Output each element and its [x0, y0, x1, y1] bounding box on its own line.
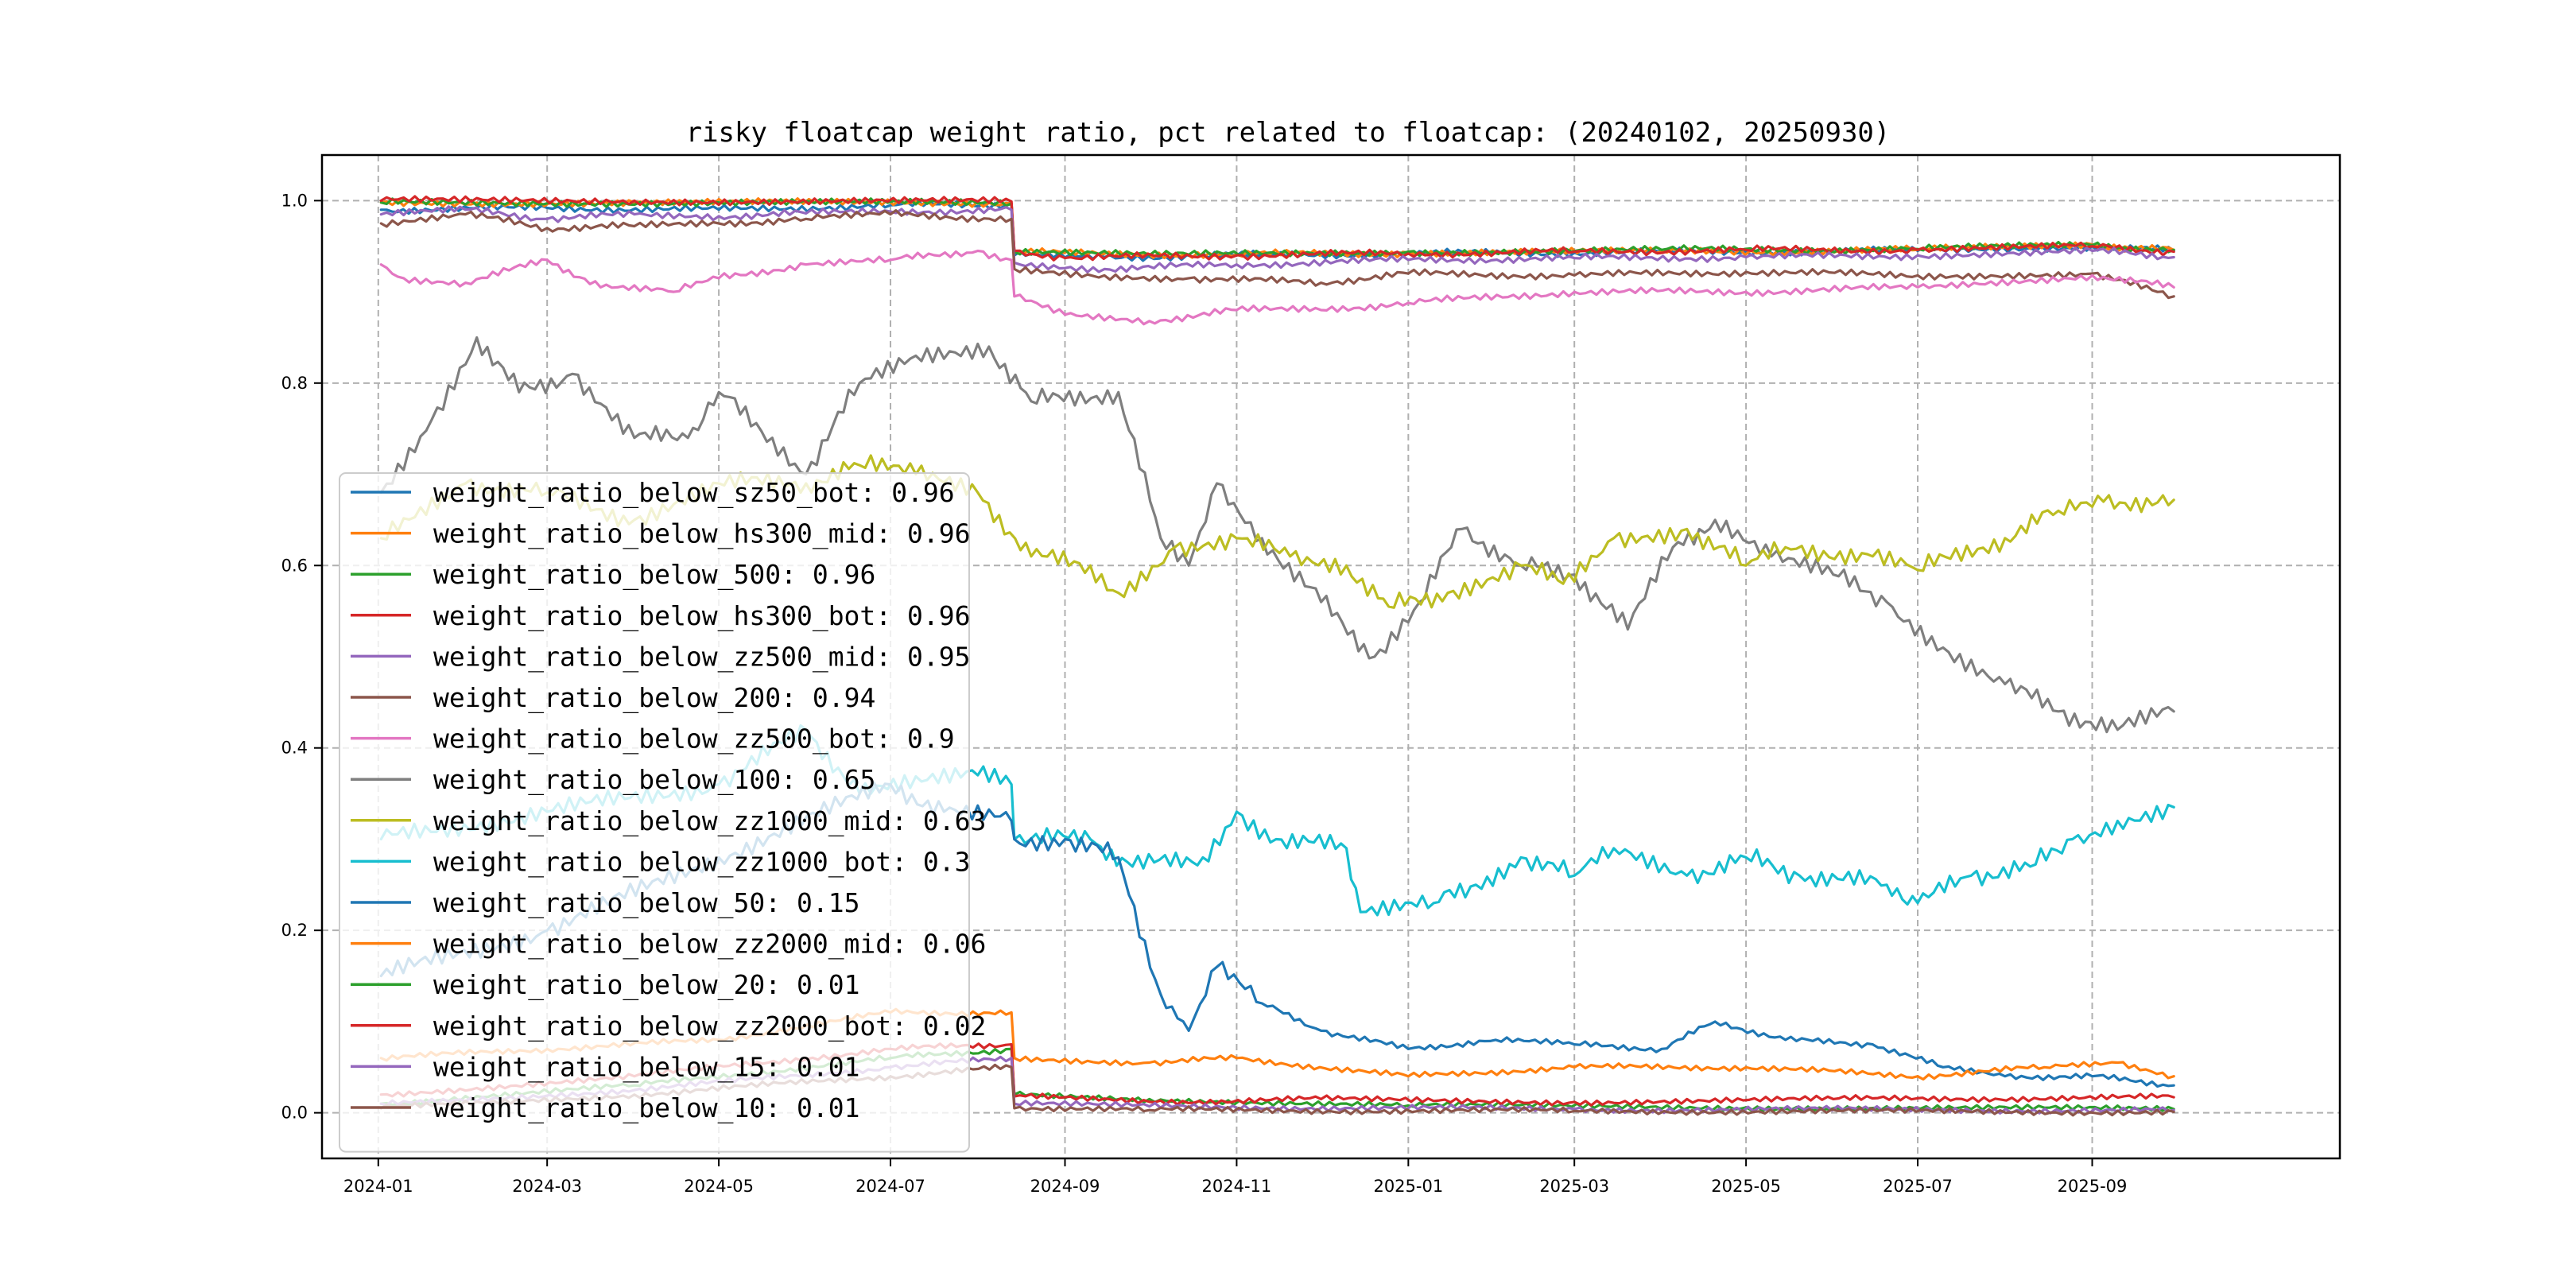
series-line-weight-ratio-below-zz500-mid [379, 205, 2175, 274]
plot-frame [320, 153, 2341, 1160]
legend-entry: weight_ratio_below_500: 0.96 [433, 559, 875, 591]
legend-entry-value: 0.63 [923, 805, 986, 836]
x-tick-label: 2024-03 [512, 1177, 582, 1196]
series-line-weight-ratio-below-500 [379, 197, 2175, 258]
y-tick-label: 0.0 [281, 1104, 308, 1123]
legend: weight_ratio_below_sz50_bot: 0.96weight_… [339, 472, 986, 1153]
series-line-weight-ratio-below-zz500-bot [379, 249, 2175, 326]
legend-entry-value: 0.96 [813, 559, 875, 590]
x-tick-label: 2025-03 [1539, 1177, 1609, 1196]
legend-entry-name: weight_ratio_below_hs300_bot [433, 600, 875, 632]
legend-entry: weight_ratio_below_50: 0.15 [433, 887, 859, 919]
legend-entry-value: 0.15 [797, 887, 859, 918]
legend-entry-name: weight_ratio_below_20 [433, 969, 765, 1001]
legend-entry-name: weight_ratio_below_zz1000_bot [433, 846, 891, 878]
legend-entry-name: weight_ratio_below_50 [433, 887, 765, 919]
legend-entry: weight_ratio_below_sz50_bot: 0.96 [433, 477, 955, 509]
legend-entry: weight_ratio_below_100: 0.65 [433, 764, 875, 796]
series-line-weight-ratio-below-100 [379, 336, 2175, 734]
chart-title: risky floatcap weight ratio, pct related… [686, 117, 1891, 149]
y-tick-label: 0.2 [281, 921, 308, 940]
x-tick-label: 2024-09 [1030, 1177, 1100, 1196]
y-tick-label: 0.6 [281, 556, 308, 575]
x-tick-label: 2024-01 [343, 1177, 413, 1196]
legend-entry: weight_ratio_below_zz1000_bot: 0.3 [433, 846, 971, 878]
series-line-weight-ratio-below-200 [379, 209, 2175, 300]
x-tick-label: 2025-09 [2058, 1177, 2128, 1196]
legend-entry-name: weight_ratio_below_hs300_mid [433, 518, 875, 550]
legend-box [339, 472, 970, 1153]
y-axis: 0.0 0.2 0.4 0.6 0.8 1.0 [281, 191, 322, 1123]
legend-entry: weight_ratio_below_10: 0.01 [433, 1092, 859, 1124]
y-tick-label: 0.4 [281, 739, 308, 758]
legend-entry-value: 0.96 [907, 518, 970, 549]
x-tick-label: 2025-07 [1883, 1177, 1953, 1196]
legend-entry-name: weight_ratio_below_zz1000_mid [433, 805, 891, 837]
legend-entry-name: weight_ratio_below_500 [433, 559, 781, 591]
legend-entry-value: 0.96 [891, 477, 954, 508]
legend-entry: weight_ratio_below_20: 0.01 [433, 969, 859, 1001]
legend-entry-name: weight_ratio_below_10 [433, 1092, 765, 1124]
legend-entry: weight_ratio_below_hs300_mid: 0.96 [433, 518, 971, 550]
legend-entry-value: 0.65 [813, 764, 875, 795]
y-tick-label: 0.8 [281, 374, 308, 393]
legend-entry-value: 0.3 [923, 846, 971, 877]
legend-entry-name: weight_ratio_below_100 [433, 764, 781, 796]
legend-entry-value: 0.01 [797, 969, 859, 1000]
x-tick-label: 2025-05 [1711, 1177, 1781, 1196]
x-tick-label: 2024-07 [855, 1177, 925, 1196]
legend-entry-name: weight_ratio_below_zz2000_mid [433, 929, 891, 960]
legend-entry: weight_ratio_below_200: 0.94 [433, 682, 875, 714]
legend-entry-value: 0.94 [813, 682, 875, 713]
legend-entry-name: weight_ratio_below_sz50_bot [433, 477, 859, 509]
legend-entry: weight_ratio_below_zz1000_mid: 0.63 [433, 805, 986, 837]
legend-entry-value: 0.96 [907, 600, 970, 631]
legend-entry-value: 0.02 [923, 1011, 986, 1042]
legend-entry-value: 0.06 [923, 929, 986, 960]
legend-entry: weight_ratio_below_zz2000_mid: 0.06 [433, 929, 986, 960]
series-line-weight-ratio-below-hs300-bot [379, 195, 2175, 262]
x-tick-label: 2025-01 [1373, 1177, 1443, 1196]
legend-entry: weight_ratio_below_zz500_mid: 0.95 [433, 641, 971, 673]
legend-entry: weight_ratio_below_hs300_bot: 0.96 [433, 600, 971, 632]
legend-entry: weight_ratio_below_zz500_bot: 0.9 [433, 724, 955, 755]
legend-entry-name: weight_ratio_below_15 [433, 1051, 765, 1083]
x-tick-label: 2024-05 [684, 1177, 754, 1196]
legend-entry: weight_ratio_below_zz2000_bot: 0.02 [433, 1011, 986, 1042]
y-tick-label: 1.0 [281, 191, 308, 210]
legend-entry: weight_ratio_below_15: 0.01 [433, 1051, 859, 1083]
legend-entry-value: 0.01 [797, 1092, 859, 1123]
legend-entry-name: weight_ratio_below_zz500_bot [433, 724, 875, 755]
legend-entry-name: weight_ratio_below_200 [433, 682, 781, 714]
x-tick-label: 2024-11 [1202, 1177, 1272, 1196]
legend-entry-value: 0.95 [907, 641, 970, 672]
legend-entry-value: 0.9 [907, 724, 955, 755]
legend-entry-value: 0.01 [797, 1051, 859, 1082]
legend-entry-name: weight_ratio_below_zz500_mid [433, 641, 875, 673]
legend-entry-name: weight_ratio_below_zz2000_bot [433, 1011, 891, 1042]
x-axis: 2024-01 2024-03 2024-05 2024-07 2024-09 2024-… [343, 1158, 2127, 1196]
